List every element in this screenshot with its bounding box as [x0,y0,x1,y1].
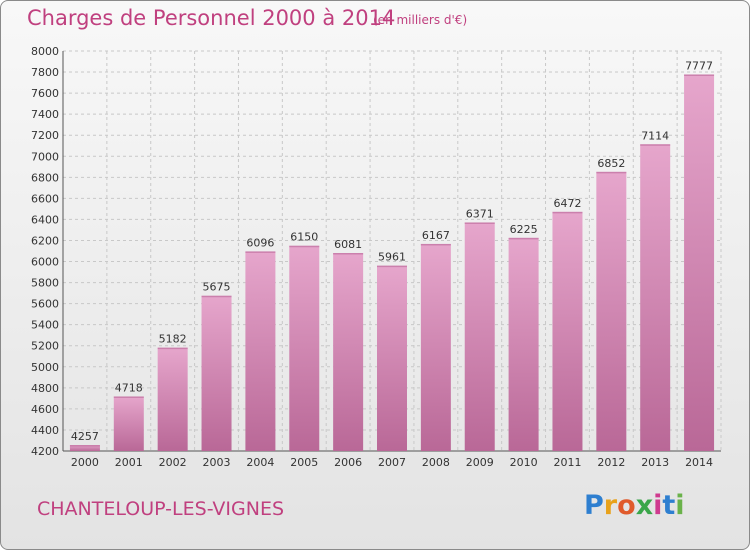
y-tick-label: 6400 [31,213,59,226]
proxiti-logo[interactable]: Proxiti [584,490,685,521]
data-label: 6225 [510,223,538,236]
bar-top-edge [596,171,627,174]
data-label: 5182 [159,333,187,346]
bar-top-edge [201,295,232,298]
logo-letter: r [603,490,618,521]
data-label: 6081 [334,238,362,251]
bar[interactable] [157,347,188,451]
bar[interactable] [69,445,100,451]
commune-name: CHANTELOUP-LES-VIGNES [37,498,285,520]
data-label: 5961 [378,251,406,264]
bar-top-edge [69,445,100,447]
y-tick-label: 6200 [31,234,59,247]
data-label: 6472 [553,197,581,210]
logo-letter: x [635,490,654,521]
x-tick-label: 2011 [553,456,581,469]
bar-top-edge [464,222,495,224]
bar-top-edge [508,237,539,240]
bar[interactable] [508,237,539,451]
y-tick-label: 7000 [31,150,59,163]
bar-top-edge [684,74,715,76]
logo-letter: i [653,490,663,521]
y-tick-label: 5800 [31,277,59,290]
bar[interactable] [333,253,364,451]
data-label: 7114 [641,129,669,142]
x-tick-label: 2007 [378,456,406,469]
bar[interactable] [113,396,144,451]
x-tick-label: 2006 [334,456,362,469]
logo-letter: o [617,490,636,521]
data-label: 6371 [466,207,494,220]
x-tick-label: 2000 [71,456,99,469]
data-label: 7777 [685,59,713,72]
data-label: 6096 [246,236,274,249]
bar[interactable] [245,251,276,451]
data-label: 6852 [597,157,625,170]
y-tick-label: 5000 [31,361,59,374]
x-tick-label: 2004 [246,456,274,469]
y-tick-label: 8000 [31,45,59,58]
y-tick-label: 7200 [31,129,59,142]
y-tick-label: 6000 [31,256,59,269]
x-tick-label: 2012 [597,456,625,469]
bar-top-edge [333,253,364,255]
bar[interactable] [552,211,583,451]
logo-letter: P [584,490,604,521]
y-tick-label: 5600 [31,298,59,311]
x-tick-label: 2010 [510,456,538,469]
chart-title: Charges de Personnel 2000 à 2014 [27,6,396,30]
data-label: 6167 [422,229,450,242]
data-label: 6150 [290,231,318,244]
y-tick-label: 4800 [31,382,59,395]
x-tick-label: 2005 [290,456,318,469]
y-tick-label: 4600 [31,403,59,416]
y-tick-label: 6800 [31,171,59,184]
x-tick-label: 2009 [466,456,494,469]
data-label: 4718 [115,381,143,394]
y-tick-label: 7400 [31,108,59,121]
bar[interactable] [377,265,407,451]
x-tick-label: 2001 [115,456,143,469]
logo-letter: i [675,490,685,521]
bar-top-edge [157,347,188,350]
bar[interactable] [684,74,715,451]
bar-top-edge [245,251,276,253]
x-tick-label: 2002 [159,456,187,469]
bar-top-edge [640,144,671,146]
bar-top-edge [377,265,407,268]
x-tick-label: 2008 [422,456,450,469]
bar-top-edge [552,211,583,214]
x-tick-label: 2014 [685,456,713,469]
y-tick-label: 5200 [31,340,59,353]
data-label: 4257 [71,430,99,443]
bar-top-edge [420,243,451,246]
bar[interactable] [420,243,451,451]
bar[interactable] [201,295,232,451]
data-label: 5675 [203,281,231,294]
y-tick-label: 7600 [31,87,59,100]
bar-top-edge [289,245,320,248]
x-tick-label: 2013 [641,456,669,469]
y-tick-label: 4200 [31,445,59,458]
x-tick-label: 2003 [203,456,231,469]
bar-top-edge [113,396,144,398]
y-tick-label: 4400 [31,424,59,437]
y-tick-label: 5400 [31,319,59,332]
bar[interactable] [640,144,671,451]
bar[interactable] [464,222,495,451]
bar[interactable] [596,171,627,451]
chart-subtitle: (en milliers d'€) [373,13,468,27]
logo-letter: t [662,490,676,521]
y-tick-label: 7800 [31,66,59,79]
y-tick-label: 6600 [31,192,59,205]
bar[interactable] [289,245,320,451]
